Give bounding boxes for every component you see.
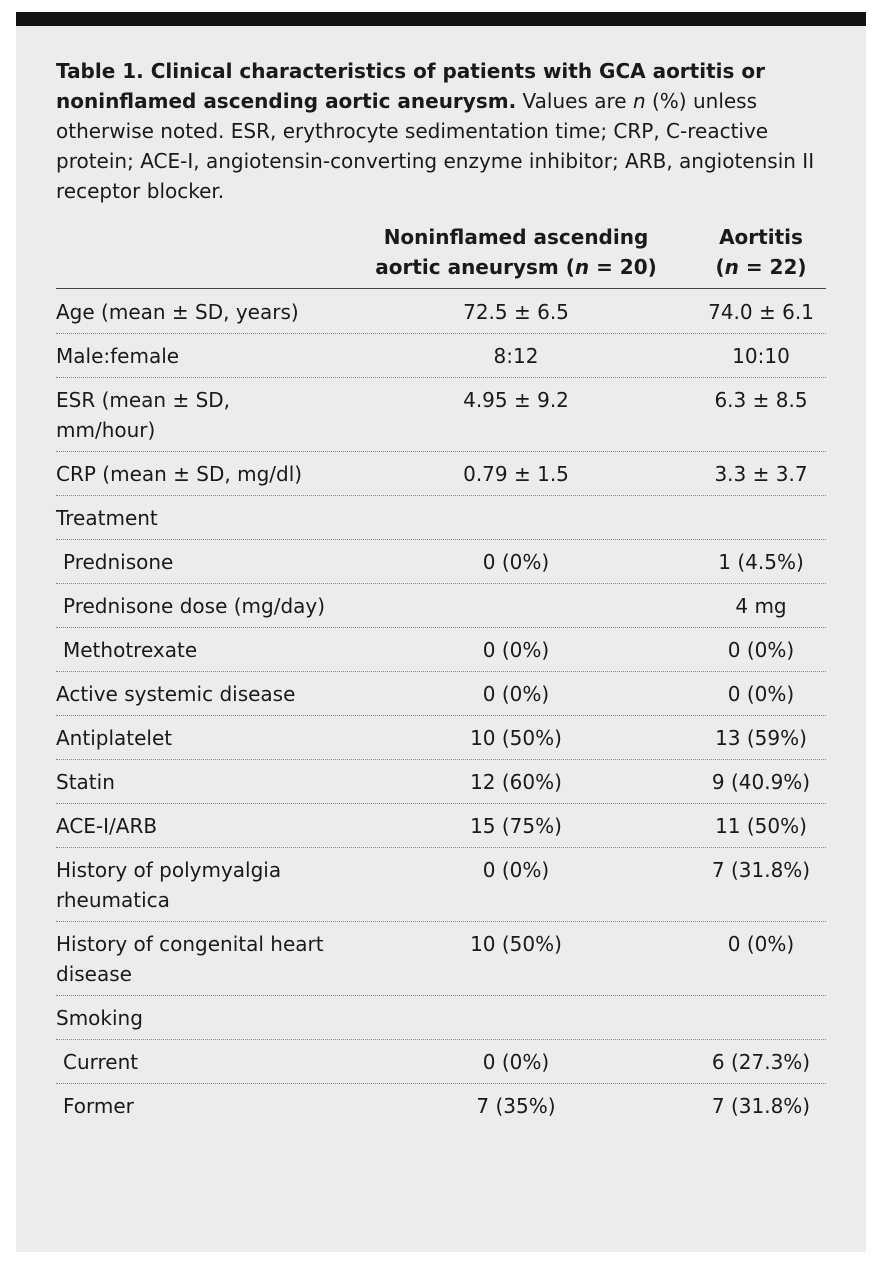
caption-text-b: (%) unless otherwise noted. ESR, erythro… bbox=[56, 89, 815, 203]
cell-noninflamed: 4.95 ± 9.2 bbox=[463, 388, 569, 412]
cell-aortitis: 4 mg bbox=[735, 594, 787, 618]
table-header: Noninflamed ascending aortic aneurysm (n… bbox=[56, 222, 826, 289]
table-panel: Table 1. Clinical characteristics of pat… bbox=[16, 26, 866, 1252]
cell-noninflamed: 0 (0%) bbox=[482, 682, 550, 706]
cell-aortitis: 7 (31.8%) bbox=[711, 858, 811, 882]
cell-noninflamed: 12 (60%) bbox=[470, 770, 562, 794]
table-row: Treatment bbox=[56, 496, 826, 540]
cell-noninflamed: 8:12 bbox=[493, 344, 539, 368]
cell-noninflamed: 0.79 ± 1.5 bbox=[463, 462, 569, 486]
table-row: History of polymyalgia rheumatica 0 (0%) 7… bbox=[56, 848, 826, 922]
row-label: CRP (mean ± SD, mg/dl) bbox=[56, 462, 303, 486]
cell-noninflamed: 10 (50%) bbox=[470, 726, 562, 750]
table-row: Prednisone dose (mg/day) 4 mg bbox=[56, 584, 826, 628]
cell-aortitis: 3.3 ± 3.7 bbox=[714, 462, 808, 486]
row-label: Age (mean ± SD, years) bbox=[56, 300, 299, 324]
table-row: Smoking bbox=[56, 996, 826, 1040]
table-row: Male:female 8:12 10:10 bbox=[56, 334, 826, 378]
header-aortitis-line1: Aortitis bbox=[719, 225, 803, 249]
table-row: Prednisone 0 (0%) 1 (4.5%) bbox=[56, 540, 826, 584]
cell-aortitis: 0 (0%) bbox=[727, 932, 795, 956]
cell-aortitis: 0 (0%) bbox=[727, 638, 795, 662]
row-label: Statin bbox=[56, 770, 115, 794]
table-body: Age (mean ± SD, years) 72.5 ± 6.5 74.0 ± 6… bbox=[56, 290, 826, 1127]
header-noninflamed-line2: aortic aneurysm (n = 20) bbox=[375, 255, 657, 279]
row-label: Treatment bbox=[56, 506, 158, 530]
row-label: Current bbox=[63, 1050, 139, 1074]
cell-noninflamed: 0 (0%) bbox=[482, 858, 550, 882]
cell-noninflamed: 15 (75%) bbox=[470, 814, 562, 838]
table-row: Age (mean ± SD, years) 72.5 ± 6.5 74.0 ± 6… bbox=[56, 290, 826, 334]
table-row: Current 0 (0%) 6 (27.3%) bbox=[56, 1040, 826, 1084]
row-label: Smoking bbox=[56, 1006, 143, 1030]
cell-aortitis: 9 (40.9%) bbox=[711, 770, 811, 794]
header-aortitis-line2: (n = 22) bbox=[715, 255, 807, 279]
cell-aortitis: 6 (27.3%) bbox=[711, 1050, 811, 1074]
table-row: Active systemic disease 0 (0%) 0 (0%) bbox=[56, 672, 826, 716]
cell-aortitis: 11 (50%) bbox=[715, 814, 807, 838]
cell-noninflamed: 72.5 ± 6.5 bbox=[463, 300, 569, 324]
top-rule bbox=[16, 12, 866, 26]
table-row: ACE-I/ARB 15 (75%) 11 (50%) bbox=[56, 804, 826, 848]
row-label: Antiplatelet bbox=[56, 726, 173, 750]
cell-noninflamed: 0 (0%) bbox=[482, 638, 550, 662]
caption-text-a: Values are bbox=[516, 89, 633, 113]
header-noninflamed-line1: Noninflamed ascending bbox=[383, 225, 649, 249]
table-row: History of congenital heart disease 10 (5… bbox=[56, 922, 826, 996]
table-row: Antiplatelet 10 (50%) 13 (59%) bbox=[56, 716, 826, 760]
cell-aortitis: 7 (31.8%) bbox=[711, 1094, 811, 1118]
cell-aortitis: 13 (59%) bbox=[715, 726, 807, 750]
table-row: CRP (mean ± SD, mg/dl) 0.79 ± 1.5 3.3 ± 3.… bbox=[56, 452, 826, 496]
row-label: ACE-I/ARB bbox=[56, 814, 158, 838]
header-noninflamed: Noninflamed ascending aortic aneurysm (n… bbox=[346, 222, 686, 282]
cell-aortitis: 6.3 ± 8.5 bbox=[714, 388, 808, 412]
table-row: Methotrexate 0 (0%) 0 (0%) bbox=[56, 628, 826, 672]
row-label: History of polymyalgia rheumatica bbox=[56, 858, 282, 912]
header-aortitis: Aortitis (n = 22) bbox=[696, 222, 826, 282]
table-row: ESR (mean ± SD, mm/hour) 4.95 ± 9.2 6.3 ± … bbox=[56, 378, 826, 452]
row-label: Methotrexate bbox=[63, 638, 198, 662]
caption-italic-n: n bbox=[632, 89, 646, 113]
table-row: Statin 12 (60%) 9 (40.9%) bbox=[56, 760, 826, 804]
cell-aortitis: 1 (4.5%) bbox=[718, 550, 804, 574]
cell-aortitis: 74.0 ± 6.1 bbox=[708, 300, 814, 324]
cell-aortitis: 0 (0%) bbox=[727, 682, 795, 706]
table-caption: Table 1. Clinical characteristics of pat… bbox=[56, 56, 836, 206]
caption-title: Table 1. Clinical characteristics of pat… bbox=[56, 59, 765, 113]
row-label: Active systemic disease bbox=[56, 682, 296, 706]
cell-aortitis: 10:10 bbox=[732, 344, 790, 368]
cell-noninflamed: 0 (0%) bbox=[482, 1050, 550, 1074]
row-label: Prednisone bbox=[63, 550, 174, 574]
table-row: Former 7 (35%) 7 (31.8%) bbox=[56, 1084, 826, 1127]
row-label: History of congenital heart disease bbox=[56, 932, 324, 986]
row-label: Former bbox=[63, 1094, 134, 1118]
row-label: Male:female bbox=[56, 344, 180, 368]
cell-noninflamed: 0 (0%) bbox=[482, 550, 550, 574]
cell-noninflamed: 7 (35%) bbox=[476, 1094, 556, 1118]
row-label: ESR (mean ± SD, mm/hour) bbox=[56, 388, 231, 442]
cell-noninflamed: 10 (50%) bbox=[470, 932, 562, 956]
row-label: Prednisone dose (mg/day) bbox=[63, 594, 326, 618]
